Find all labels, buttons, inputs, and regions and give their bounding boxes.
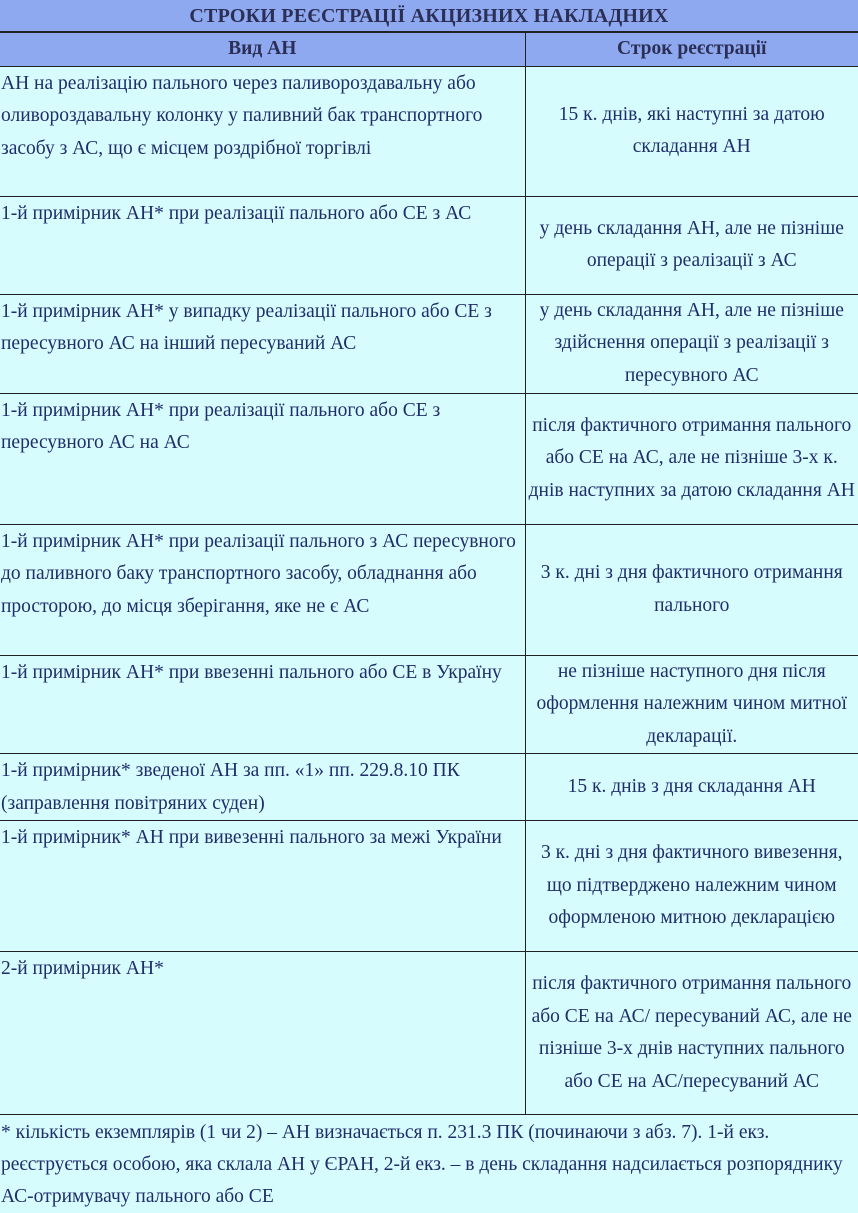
cell-type: 2-й примірник АН*	[0, 951, 526, 1115]
cell-term: у день складання АН, але не пізніше опер…	[524, 195, 858, 295]
table-title: СТРОКИ РЕЄСТРАЦІЇ АКЦИЗНИХ НАКЛАДНИХ	[0, 0, 858, 32]
cell-type: 1-й примірник АН* при реалізації пальног…	[0, 523, 526, 656]
cell-type: 1-й примірник АН* при реалізації пальног…	[0, 195, 526, 295]
table-row: 1-й примірник* АН при вивезенні пального…	[0, 820, 858, 952]
table-row: 1-й примірник АН* при ввезенні пального …	[0, 654, 858, 754]
table-row: 1-й примірник АН* при реалізації пальног…	[0, 523, 858, 656]
table-row: 1-й примірник* зведеної АН за пп. «1» пп…	[0, 753, 858, 821]
cell-term: після фактичного отримання пального або …	[524, 392, 858, 525]
cell-term: 15 к. днів, які наступні за датою склада…	[524, 65, 858, 197]
header-row: Вид АН Строк реєстрації	[0, 32, 858, 67]
table-row: АН на реалізацію пального через паливоро…	[0, 65, 858, 197]
table-row: 1-й примірник АН* у випадку реалізації п…	[0, 293, 858, 394]
cell-term: 3 к. дні з дня фактичного вивезення, що …	[524, 820, 858, 952]
cell-term: 3 к. дні з дня фактичного отримання паль…	[524, 523, 858, 656]
table-row: 1-й примірник АН* при реалізації пальног…	[0, 195, 858, 295]
cell-type: 1-й примірник АН* у випадку реалізації п…	[0, 293, 526, 394]
cell-type: 1-й примірник АН* при ввезенні пального …	[0, 654, 526, 754]
cell-term: не пізніше наступного дня після оформлен…	[524, 654, 858, 754]
cell-type: 1-й примірник* АН при вивезенні пального…	[0, 820, 526, 952]
column-header-type: Вид АН	[0, 32, 526, 67]
table-row: 2-й примірник АН* після фактичного отрим…	[0, 951, 858, 1115]
cell-term: 15 к. днів з дня складання АН	[524, 753, 858, 821]
cell-type: 1-й примірник АН* при реалізації пальног…	[0, 392, 526, 525]
cell-term: у день складання АН, але не пізніше здій…	[524, 293, 858, 394]
cell-term: після фактичного отримання пального або …	[524, 951, 858, 1115]
footnote: * кількість екземплярів (1 чи 2) – АН ви…	[1, 1122, 843, 1207]
registration-terms-table: Вид АН Строк реєстрації АН на реалізацію…	[0, 32, 858, 1115]
cell-type: АН на реалізацію пального через паливоро…	[0, 65, 526, 197]
table-row: 1-й примірник АН* при реалізації пальног…	[0, 392, 858, 525]
cell-type: 1-й примірник* зведеної АН за пп. «1» пп…	[0, 753, 526, 821]
column-header-term: Строк реєстрації	[524, 32, 858, 67]
